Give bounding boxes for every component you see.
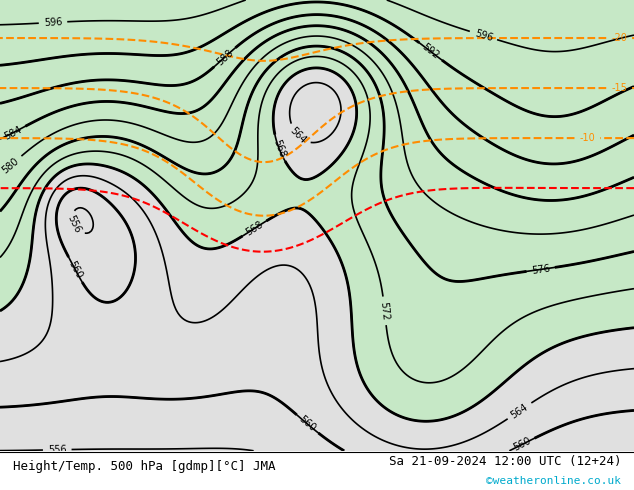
Text: 564: 564 <box>509 402 530 420</box>
Text: -10: -10 <box>579 133 595 143</box>
Text: 580: 580 <box>0 156 21 175</box>
Text: Height/Temp. 500 hPa [gdmp][°C] JMA: Height/Temp. 500 hPa [gdmp][°C] JMA <box>13 460 275 473</box>
Text: 560: 560 <box>511 436 533 453</box>
Text: 568: 568 <box>244 219 265 238</box>
Text: 596: 596 <box>44 17 63 28</box>
Text: -20: -20 <box>611 33 627 43</box>
Text: 556: 556 <box>48 444 67 455</box>
Text: Sa 21-09-2024 12:00 UTC (12+24): Sa 21-09-2024 12:00 UTC (12+24) <box>389 455 621 468</box>
Text: 568: 568 <box>271 138 287 159</box>
Text: 572: 572 <box>378 301 391 320</box>
Text: 588: 588 <box>214 47 235 67</box>
Text: 564: 564 <box>288 126 308 146</box>
Text: 584: 584 <box>2 124 23 142</box>
Text: 596: 596 <box>473 28 494 43</box>
Text: 576: 576 <box>531 263 550 276</box>
Text: 592: 592 <box>420 42 441 61</box>
Text: 556: 556 <box>66 214 83 235</box>
Text: 560: 560 <box>67 259 84 280</box>
Text: -15: -15 <box>611 83 627 93</box>
Text: ©weatheronline.co.uk: ©weatheronline.co.uk <box>486 476 621 487</box>
Text: 560: 560 <box>297 414 318 434</box>
